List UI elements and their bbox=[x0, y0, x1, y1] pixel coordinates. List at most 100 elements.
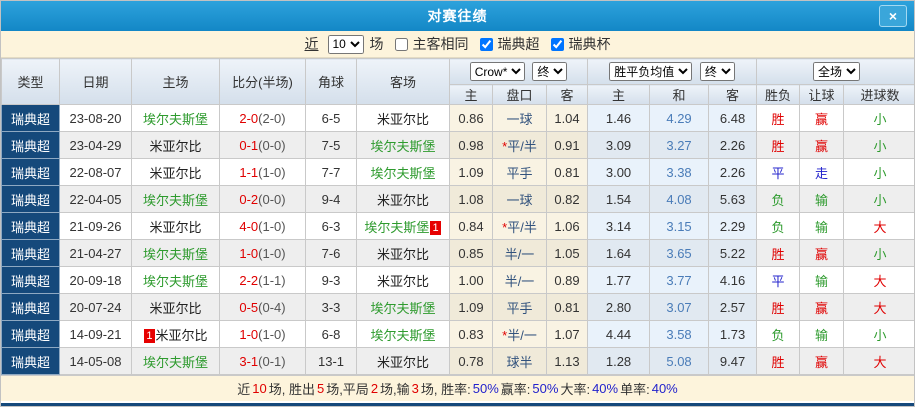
date-cell: 22-04-05 bbox=[59, 185, 132, 213]
league-type: 瑞典超 bbox=[10, 246, 50, 262]
match-row: 瑞典超 22-08-07 米亚尔比 1-1(1-0) 7-7 埃尔夫斯堡 1.09 平手 0.8… bbox=[1, 158, 914, 186]
avg-home-odds: 1.54 bbox=[605, 191, 632, 207]
home-team-cell: 埃尔夫斯堡 bbox=[131, 185, 220, 213]
away-team-cell: 埃尔夫斯堡 bbox=[356, 320, 450, 348]
away-team-name: 米亚尔比 bbox=[376, 192, 429, 208]
handicap-cell: *半/一 bbox=[492, 320, 547, 348]
avg-home-odds: 3.00 bbox=[605, 164, 632, 180]
avg-home-cell: 4.44 bbox=[587, 320, 651, 348]
avg-group-header: 胜平负均值 终 bbox=[587, 58, 758, 85]
halftime-score: (0-0) bbox=[258, 191, 286, 207]
win-draw-loss-result: 平 bbox=[771, 273, 785, 289]
col-result: 胜负 bbox=[756, 84, 801, 105]
avg-draw-cell: 4.08 bbox=[649, 185, 710, 213]
recent-link[interactable]: 近 bbox=[304, 36, 319, 52]
home-team-name: 米亚尔比 bbox=[149, 219, 202, 235]
away-team-name: 米亚尔比 bbox=[376, 246, 429, 262]
home-odds-cell: 1.00 bbox=[449, 266, 493, 294]
avg-type-select[interactable]: 胜平负均值 bbox=[609, 62, 693, 81]
away-odds: 1.05 bbox=[554, 245, 580, 261]
league-checkbox[interactable] bbox=[479, 37, 493, 51]
over-under-result: 小 bbox=[873, 246, 887, 262]
match-date: 23-08-20 bbox=[69, 110, 122, 126]
handicap-result: 输 bbox=[815, 273, 829, 289]
home-team-cell: 米亚尔比 bbox=[131, 212, 220, 240]
date-cell: 23-04-29 bbox=[59, 131, 132, 159]
avg-draw-odds: 4.08 bbox=[666, 191, 692, 207]
h2h-table: 类型 日期 主场 比分(半场) 角球 客场 Crow* 终 胜平负均值 终 全场 bbox=[1, 58, 914, 375]
result-cell: 负 bbox=[756, 185, 801, 213]
goals-result-cell: 小 bbox=[843, 320, 914, 348]
league-type-cell: 瑞典超 bbox=[1, 185, 60, 213]
odds-time-select[interactable]: 终 bbox=[532, 62, 568, 81]
league-type-cell: 瑞典超 bbox=[1, 212, 60, 240]
corner-count: 6-8 bbox=[321, 326, 341, 342]
halftime-score: (2-0) bbox=[258, 110, 286, 126]
avg-away-odds: 2.26 bbox=[719, 164, 746, 180]
halftime-score: (1-0) bbox=[258, 218, 286, 234]
match-count-select[interactable]: 10 bbox=[327, 34, 364, 54]
close-icon[interactable]: × bbox=[879, 5, 907, 27]
filter-toolbar: 近 10 场 主客相同 瑞典超 瑞典杯 bbox=[1, 31, 914, 58]
same-venue-label[interactable]: 主客相同 bbox=[412, 36, 469, 52]
halftime-score: (0-1) bbox=[258, 353, 286, 369]
cup-label[interactable]: 瑞典杯 bbox=[568, 36, 611, 52]
corner-count: 7-5 bbox=[321, 137, 341, 153]
home-team-name: 米亚尔比 bbox=[155, 327, 208, 343]
fulltime-score: 1-0 bbox=[239, 245, 259, 261]
league-type-cell: 瑞典超 bbox=[1, 239, 60, 267]
win-draw-loss-result: 胜 bbox=[771, 138, 785, 154]
date-cell: 21-09-26 bbox=[59, 212, 132, 240]
match-date: 23-04-29 bbox=[69, 137, 122, 153]
handicap-cell: 平手 bbox=[492, 158, 547, 186]
fulltime-score: 1-0 bbox=[239, 326, 259, 342]
handicap-line: 平手 bbox=[506, 165, 533, 181]
handicap-cell: 球半 bbox=[492, 347, 547, 375]
avg-away-odds: 1.73 bbox=[719, 326, 746, 342]
handicap-result-cell: 输 bbox=[799, 266, 845, 294]
home-team-cell: 1 米亚尔比 bbox=[131, 320, 220, 348]
home-odds-cell: 0.83 bbox=[449, 320, 493, 348]
league-type: 瑞典超 bbox=[10, 111, 50, 127]
handicap-result-cell: 走 bbox=[799, 158, 845, 186]
col-goals: 进球数 bbox=[843, 84, 914, 105]
odds-source-select[interactable]: Crow* bbox=[469, 62, 525, 81]
away-team-cell: 埃尔夫斯堡 bbox=[356, 158, 450, 186]
avg-away-cell: 9.47 bbox=[708, 347, 758, 375]
avg-draw-cell: 3.65 bbox=[649, 239, 710, 267]
home-team-name: 埃尔夫斯堡 bbox=[142, 192, 208, 208]
fulltime-score: 0-2 bbox=[239, 191, 259, 207]
col-date: 日期 bbox=[59, 58, 132, 105]
same-venue-checkbox[interactable] bbox=[394, 37, 408, 51]
avg-away-odds: 5.22 bbox=[719, 245, 746, 261]
handicap-line: 半/一 bbox=[504, 246, 535, 262]
handicap-star: * bbox=[502, 138, 508, 154]
home-odds: 1.09 bbox=[458, 299, 484, 315]
handicap-cell: 一球 bbox=[492, 185, 547, 213]
handicap-line: 半/一 bbox=[507, 327, 537, 343]
goals-result-cell: 小 bbox=[843, 239, 914, 267]
league-label[interactable]: 瑞典超 bbox=[497, 36, 540, 52]
goals-result-cell: 大 bbox=[843, 293, 914, 321]
away-team-name: 埃尔夫斯堡 bbox=[370, 327, 436, 343]
halftime-score: (1-1) bbox=[258, 272, 286, 288]
away-team-name: 埃尔夫斯堡 bbox=[370, 300, 436, 316]
league-type: 瑞典超 bbox=[10, 192, 50, 208]
avg-home-odds: 1.64 bbox=[605, 245, 632, 261]
handicap-result: 赢 bbox=[815, 246, 829, 262]
avg-home-odds: 4.44 bbox=[605, 326, 632, 342]
avg-draw-odds: 4.29 bbox=[666, 110, 692, 126]
cup-checkbox[interactable] bbox=[550, 37, 564, 51]
home-team-name: 埃尔夫斯堡 bbox=[142, 246, 208, 262]
avg-away-odds: 2.29 bbox=[719, 218, 746, 234]
avg-draw-odds: 3.27 bbox=[666, 137, 692, 153]
scope-select[interactable]: 全场 bbox=[813, 62, 861, 81]
corner-cell: 6-5 bbox=[305, 104, 357, 132]
win-draw-loss-result: 负 bbox=[771, 192, 785, 208]
summary-segment: 3 bbox=[411, 381, 419, 396]
away-team-cell: 米亚尔比 bbox=[356, 104, 450, 132]
date-cell: 14-09-21 bbox=[59, 320, 132, 348]
avg-time-select[interactable]: 终 bbox=[699, 62, 735, 81]
table-header: 类型 日期 主场 比分(半场) 角球 客场 Crow* 终 胜平负均值 终 全场 bbox=[1, 58, 914, 105]
league-type: 瑞典超 bbox=[10, 219, 50, 235]
